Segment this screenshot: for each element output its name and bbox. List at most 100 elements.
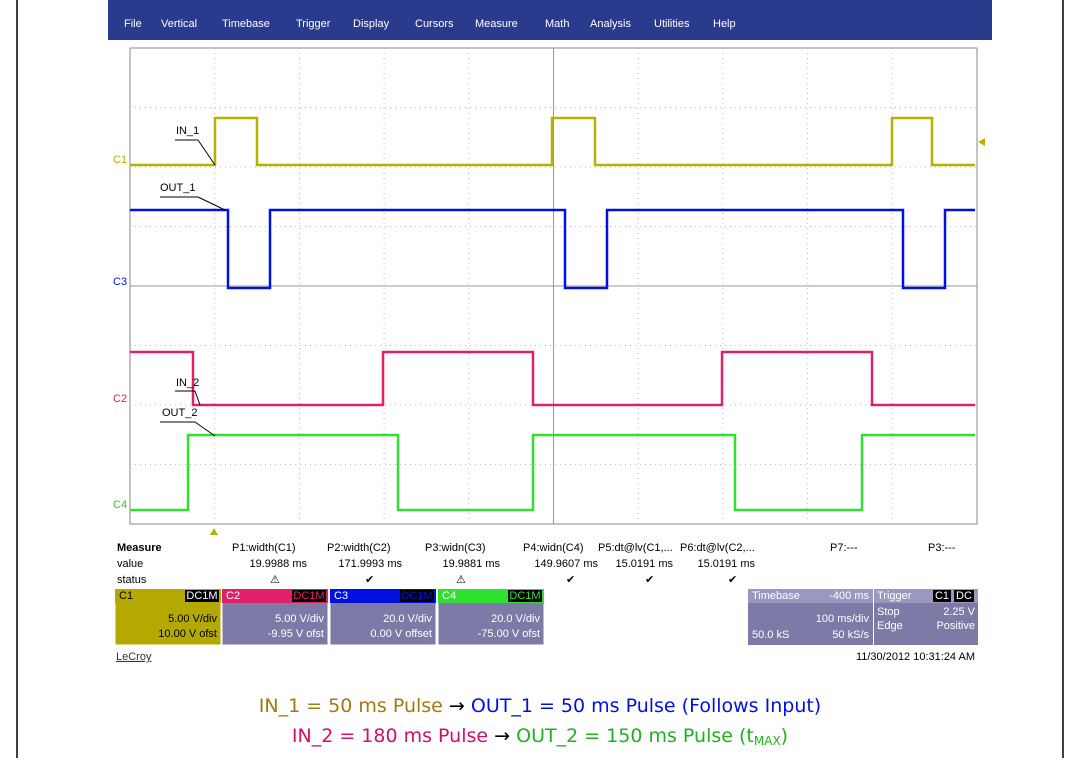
- caption-subscript: MAX: [754, 734, 781, 748]
- coupling-badge: [185, 590, 219, 602]
- channel-coupling: DC1M: [186, 590, 217, 602]
- timebase-rate: 50 kS/s: [832, 629, 869, 641]
- brand: LeCroy: [116, 651, 152, 663]
- channel-coupling: DC1M: [293, 590, 324, 602]
- trace-label: OUT_2: [162, 407, 197, 419]
- measure-value: 19.9988 ms: [250, 558, 308, 570]
- svg-text:✔: ✔: [365, 574, 374, 586]
- measure-row-label: Measure: [117, 542, 162, 554]
- trigger-coupling-badge: [954, 590, 974, 602]
- svg-text:⚠: ⚠: [456, 574, 466, 586]
- svg-text:⚠: ⚠: [270, 574, 280, 586]
- caption-input: IN_1 = 50 ms Pulse: [259, 695, 443, 717]
- channel-coupling: DC1M: [401, 590, 432, 602]
- trigger-source-badge: [933, 590, 951, 602]
- measure-value: 171.9993 ms: [338, 558, 402, 570]
- measure-name: P4:widn(C4): [523, 542, 584, 554]
- measure-value: 15.0191 ms: [698, 558, 756, 570]
- timebase-header: [748, 589, 873, 603]
- channel-coupling: DC1M: [509, 590, 540, 602]
- caption-line: IN_2 = 180 ms Pulse → OUT_2 = 150 ms Pul…: [292, 725, 788, 748]
- waveform-in1: [130, 116, 975, 167]
- status-icons: ⚠ ✔ ⚠ ✔ ✔ ✔: [270, 574, 737, 586]
- channel-boxes: C1 DC1M 5.00 V/div 10.00 V ofst C2 DC1M 5.00 V…: [114, 588, 545, 646]
- trigger-label: Trigger: [877, 590, 912, 602]
- coupling-badge: [292, 590, 326, 602]
- channel-name: C4: [442, 590, 456, 602]
- coupling-badge: [400, 590, 434, 602]
- svg-text:✔: ✔: [728, 574, 737, 586]
- channel-marker: C3: [113, 276, 127, 288]
- timestamp: 11/30/2012 10:31:24 AM: [856, 651, 975, 663]
- channel-name: C3: [334, 590, 348, 602]
- channel-offset: -9.95 V ofst: [268, 628, 324, 640]
- menu-item[interactable]: Help: [713, 18, 736, 30]
- trace-label: OUT_1: [160, 182, 195, 194]
- caption-line: IN_1 = 50 ms Pulse → OUT_1 = 50 ms Pulse…: [259, 695, 821, 717]
- svg-text:✔: ✔: [566, 574, 575, 586]
- measure-name: P3:---: [928, 542, 956, 554]
- trigger-type: Edge: [877, 620, 903, 632]
- timebase-scale: 100 ms/div: [816, 613, 870, 625]
- trigger-level: 2.25 V: [943, 606, 975, 618]
- grid: [130, 48, 977, 524]
- menu-item[interactable]: Timebase: [222, 18, 270, 30]
- measure-value: 19.9881 ms: [443, 558, 501, 570]
- measure-name: P5:dt@lv(C1,...: [598, 542, 673, 554]
- menu-item[interactable]: Display: [353, 18, 390, 30]
- menu-bar: [108, 0, 992, 40]
- measure-value: 149.9607 ms: [534, 558, 598, 570]
- menu-item[interactable]: Measure: [475, 18, 518, 30]
- channel-offset: 0.00 V offset: [370, 628, 432, 640]
- waveform-out2: [130, 433, 975, 512]
- channel-name: C2: [226, 590, 240, 602]
- channel-scale: 20.0 V/div: [491, 613, 540, 625]
- menu-item[interactable]: File: [124, 18, 142, 30]
- trace-label: IN_2: [176, 377, 199, 389]
- channel-scale: 5.00 V/div: [275, 613, 324, 625]
- timebase-delay: -400 ms: [829, 590, 869, 602]
- menu-item[interactable]: Vertical: [161, 18, 197, 30]
- caption-close: ): [781, 725, 788, 747]
- waveforms: [130, 116, 975, 512]
- timebase-samples: 50.0 kS: [752, 629, 789, 641]
- caption-output: OUT_1 = 50 ms Pulse (Follows Input): [471, 695, 821, 717]
- measure-name: P2:width(C2): [327, 542, 391, 554]
- trigger-coupling: DC: [956, 590, 972, 602]
- measure-name: P7:---: [830, 542, 858, 554]
- channel-marker: C1: [113, 154, 127, 166]
- measure-name: P6:dt@lv(C2,...: [680, 542, 755, 554]
- menu-item[interactable]: Utilities: [654, 18, 690, 30]
- channel-scale: 20.0 V/div: [383, 613, 432, 625]
- timebase-label: Timebase: [752, 590, 800, 602]
- measure-name: P3:widn(C3): [425, 542, 486, 554]
- measure-row-label: value: [117, 558, 143, 570]
- waveform-out1: [130, 208, 975, 290]
- svg-text:✔: ✔: [645, 574, 654, 586]
- trigger-marker: [210, 528, 218, 535]
- caption-arrow: →: [494, 725, 510, 747]
- menu-item[interactable]: Cursors: [415, 18, 454, 30]
- menu-item[interactable]: Trigger: [296, 18, 331, 30]
- channel-offset: -75.00 V ofst: [478, 628, 540, 640]
- trigger-slope: Positive: [936, 620, 975, 632]
- caption-output: OUT_2 = 150 ms Pulse (t: [516, 725, 754, 747]
- label-leaders: [160, 139, 226, 437]
- measure-name: P1:width(C1): [232, 542, 296, 554]
- trigger-header: [874, 589, 978, 603]
- menu-item[interactable]: Analysis: [590, 18, 631, 30]
- menu: File Vertical Timebase Trigger Display Cursor…: [124, 18, 736, 30]
- channel-scale: 5.00 V/div: [168, 613, 217, 625]
- trigger-mode: Stop: [877, 606, 900, 618]
- trace-label: IN_1: [176, 125, 199, 137]
- measure-value: 15.0191 ms: [616, 558, 674, 570]
- measure-row-label: status: [117, 574, 147, 586]
- channel-name: C1: [119, 590, 133, 602]
- trigger-source: C1: [935, 590, 949, 602]
- level-marker: [978, 138, 985, 146]
- channel-offset: 10.00 V ofst: [158, 628, 217, 640]
- coupling-badge: [508, 590, 542, 602]
- menu-item[interactable]: Math: [545, 18, 569, 30]
